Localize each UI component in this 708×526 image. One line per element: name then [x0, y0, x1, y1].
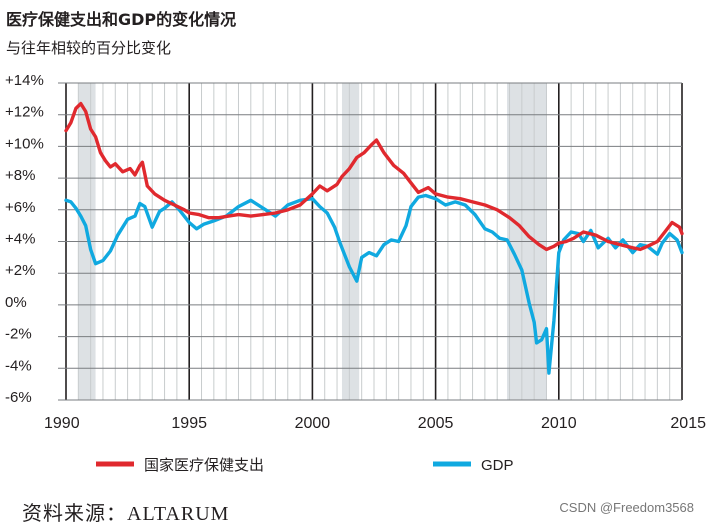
x-tick-label: 1990 — [44, 415, 80, 432]
x-tick-label: 2010 — [541, 415, 577, 432]
gridlines — [58, 82, 683, 401]
x-tick-label: 1995 — [171, 415, 207, 432]
y-axis-tick-labels: +14% +12% +10% +8% +6% +4% +2% 0% -2% -4% -6% — [5, 72, 44, 406]
y-tick-label: -4% — [5, 357, 32, 374]
y-tick-label: -6% — [5, 389, 32, 406]
x-tick-label: 2005 — [418, 415, 454, 432]
legend: 国家医疗保健支出 GDP — [96, 457, 514, 474]
y-tick-label: +10% — [5, 135, 44, 152]
legend-label-0: 国家医疗保健支出 — [144, 457, 264, 474]
x-tick-label: 2000 — [295, 415, 331, 432]
chart-subtitle: 与往年相较的百分比变化 — [6, 39, 172, 57]
chart-title: 医疗保健支出和GDP的变化情况 — [6, 10, 237, 29]
x-axis-tick-labels: 1990 1995 2000 2005 2010 2015 — [44, 415, 706, 432]
y-tick-label: +6% — [5, 199, 35, 216]
y-tick-label: +14% — [5, 72, 44, 89]
y-tick-label: +8% — [5, 167, 35, 184]
watermark: CSDN @Freedom3568 — [559, 500, 694, 515]
y-tick-label: +12% — [5, 104, 44, 121]
y-tick-label: -2% — [5, 326, 32, 343]
y-tick-label: +4% — [5, 231, 35, 248]
legend-label-1: GDP — [481, 457, 514, 474]
y-tick-label: 0% — [5, 294, 27, 311]
source-note: 资料来源：ALTARUM — [22, 503, 230, 525]
x-tick-label: 2015 — [670, 415, 706, 432]
data-series — [64, 101, 684, 375]
health-spending-line — [64, 101, 684, 252]
y-tick-label: +2% — [5, 262, 35, 279]
